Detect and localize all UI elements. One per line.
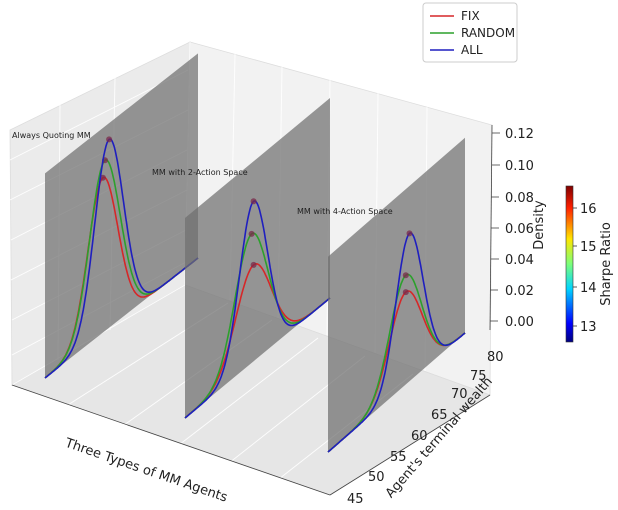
peak-point-fix: [402, 289, 409, 296]
y-tick-label: 45: [347, 492, 364, 507]
y-tick-label: 55: [390, 450, 407, 465]
colorbar-tick-label: 15: [580, 240, 597, 255]
colorbar-gradient: [565, 185, 574, 343]
y-axis-line: [329, 394, 491, 496]
z-tick-label: 0.12: [505, 127, 534, 142]
y-tick-labels: 45 50 55 60 65 70 75 80: [347, 350, 504, 507]
peak-point-random: [248, 230, 255, 237]
y-tick-label: 65: [431, 408, 448, 423]
colorbar-tick-label: 14: [580, 281, 597, 296]
panel-3: [327, 137, 466, 453]
y-tick-label: 60: [411, 429, 428, 444]
colorbar: 16 15 14 13 Sharpe Ratio: [565, 185, 614, 343]
colorbar-tick-label: 16: [580, 202, 597, 217]
panel-label: Always Quoting MM: [12, 131, 91, 140]
panel-1: [44, 53, 199, 379]
z-tick-label: 0.10: [505, 159, 534, 174]
legend-label-all: ALL: [461, 43, 483, 57]
series-line-all: [327, 232, 466, 453]
peak-point-all: [106, 136, 113, 143]
z-tick-label: 0.04: [505, 253, 534, 268]
grid-line: [161, 337, 319, 459]
peak-point-fix: [99, 174, 106, 181]
y-tick-label: 70: [451, 387, 468, 402]
z-tick-label: 0.06: [505, 222, 534, 237]
panel-label: MM with 2-Action Space: [152, 168, 248, 177]
panel-2: [184, 98, 331, 419]
panels: [44, 53, 466, 453]
z-tick-labels: 0.12 0.10 0.08 0.06 0.04 0.02 0.00: [490, 127, 534, 330]
z-axis: 0.12 0.10 0.08 0.06 0.04 0.02 0.00 Densi…: [489, 124, 547, 331]
colorbar-tick-label: 13: [580, 320, 597, 335]
z-tick-label: 0.02: [505, 284, 534, 299]
panel-labels: Always Quoting MM MM with 2-Action Space…: [12, 131, 393, 216]
y-tick-label: 50: [368, 470, 385, 485]
peak-point-all: [250, 198, 257, 205]
y-tick-label: 80: [487, 350, 504, 365]
series-line-all: [44, 138, 199, 379]
z-axis-line: [489, 124, 493, 331]
z-tick-label: 0.08: [505, 191, 534, 206]
peak-point-fix: [250, 261, 257, 268]
z-tick-label: 0.00: [505, 315, 534, 330]
legend-label-fix: FIX: [461, 9, 480, 23]
series-line-all: [184, 200, 331, 419]
legend-box: [422, 2, 518, 63]
panel-curtain: [45, 53, 198, 379]
x-axis-line: [11, 384, 331, 496]
legend-label-random: RANDOM: [461, 26, 515, 40]
y-tick-label: 75: [470, 369, 487, 384]
colorbar-label: Sharpe Ratio: [599, 222, 614, 306]
panel-curtain: [185, 98, 330, 419]
legend: FIX RANDOM ALL: [422, 2, 518, 63]
z-axis-label: Density: [532, 200, 547, 250]
panel-label: MM with 4-Action Space: [297, 207, 393, 216]
peak-point-all: [406, 230, 413, 237]
peak-point-random: [402, 272, 409, 279]
